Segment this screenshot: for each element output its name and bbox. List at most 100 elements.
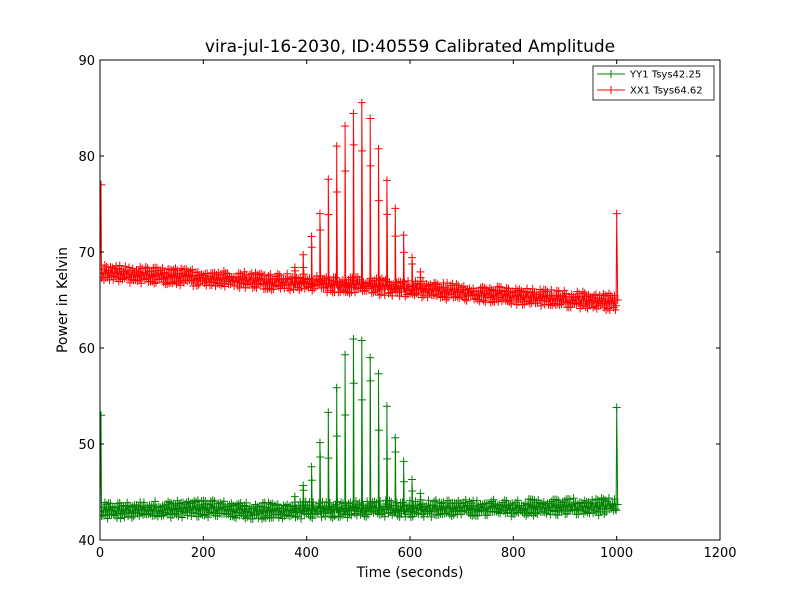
data-point bbox=[200, 511, 209, 520]
data-point bbox=[207, 508, 216, 517]
data-point bbox=[461, 495, 470, 504]
data-point bbox=[209, 278, 218, 287]
data-point bbox=[108, 263, 117, 272]
y-tick-label: 40 bbox=[78, 534, 95, 549]
data-point bbox=[243, 513, 252, 522]
data-point bbox=[289, 285, 298, 294]
data-point bbox=[473, 511, 482, 520]
data-point bbox=[143, 503, 152, 512]
data-point bbox=[332, 432, 341, 441]
data-point bbox=[263, 284, 272, 293]
data-point bbox=[399, 248, 408, 257]
data-point bbox=[414, 290, 423, 299]
data-point bbox=[590, 499, 599, 508]
data-point bbox=[391, 433, 400, 442]
data-point bbox=[197, 270, 206, 279]
data-point bbox=[356, 510, 365, 519]
data-point bbox=[474, 502, 483, 511]
data-point bbox=[283, 500, 292, 509]
data-point bbox=[324, 282, 333, 291]
data-point bbox=[349, 109, 358, 118]
data-point bbox=[114, 509, 123, 518]
data-point bbox=[218, 270, 227, 279]
data-point bbox=[345, 510, 354, 519]
data-point bbox=[476, 500, 485, 509]
data-point bbox=[341, 166, 350, 175]
data-point bbox=[610, 495, 619, 504]
data-point bbox=[565, 495, 574, 504]
data-point bbox=[341, 122, 350, 131]
data-point bbox=[234, 269, 243, 278]
data-point bbox=[107, 271, 116, 280]
data-point bbox=[259, 513, 268, 522]
data-point bbox=[562, 289, 571, 298]
data-point bbox=[591, 495, 600, 504]
data-point bbox=[597, 494, 606, 503]
data-point bbox=[171, 501, 180, 510]
data-point bbox=[125, 263, 134, 272]
data-point bbox=[486, 298, 495, 307]
data-point bbox=[491, 286, 500, 295]
data-point bbox=[571, 293, 580, 302]
data-point bbox=[251, 268, 260, 277]
data-point bbox=[295, 508, 304, 517]
y-tick-label: 90 bbox=[78, 54, 95, 69]
data-point bbox=[279, 501, 288, 510]
data-point bbox=[427, 512, 436, 521]
data-point bbox=[408, 475, 417, 484]
data-point bbox=[109, 275, 118, 284]
data-point bbox=[391, 506, 400, 515]
data-point bbox=[322, 498, 331, 507]
data-point bbox=[245, 280, 254, 289]
data-point bbox=[349, 379, 358, 388]
data-point bbox=[162, 269, 171, 278]
data-point bbox=[479, 506, 488, 515]
data-point bbox=[378, 285, 387, 294]
data-point bbox=[152, 278, 161, 287]
data-point bbox=[343, 287, 352, 296]
data-point bbox=[387, 497, 396, 506]
data-point bbox=[578, 287, 587, 296]
data-point bbox=[316, 453, 325, 462]
data-point bbox=[326, 286, 335, 295]
data-point bbox=[482, 284, 491, 293]
data-point bbox=[589, 303, 598, 312]
data-point bbox=[550, 507, 559, 516]
data-point bbox=[431, 279, 440, 288]
data-point bbox=[429, 291, 438, 300]
data-point bbox=[204, 513, 213, 522]
data-point bbox=[247, 269, 256, 278]
data-point bbox=[168, 279, 177, 288]
data-point bbox=[351, 509, 360, 518]
data-point bbox=[442, 295, 451, 304]
data-point bbox=[408, 259, 417, 268]
data-point bbox=[542, 297, 551, 306]
data-point bbox=[139, 498, 148, 507]
data-point bbox=[399, 477, 408, 486]
data-point bbox=[392, 278, 401, 287]
data-point bbox=[608, 499, 617, 508]
data-point bbox=[465, 497, 474, 506]
data-point bbox=[475, 297, 484, 306]
data-point bbox=[181, 508, 190, 517]
data-point bbox=[435, 283, 444, 292]
data-point bbox=[419, 291, 428, 300]
data-point bbox=[584, 498, 593, 507]
data-point bbox=[449, 293, 458, 302]
data-point bbox=[249, 504, 258, 513]
data-point bbox=[371, 287, 380, 296]
data-point bbox=[324, 508, 333, 517]
data-point bbox=[612, 506, 621, 515]
data-point bbox=[477, 291, 486, 300]
data-point bbox=[366, 376, 375, 385]
data-point bbox=[402, 280, 411, 289]
data-point bbox=[474, 287, 483, 296]
data-point bbox=[195, 500, 204, 509]
data-point bbox=[560, 497, 569, 506]
data-point bbox=[441, 502, 450, 511]
data-point bbox=[186, 266, 195, 275]
data-point bbox=[349, 140, 358, 149]
data-point bbox=[408, 512, 417, 521]
data-point bbox=[141, 263, 150, 272]
